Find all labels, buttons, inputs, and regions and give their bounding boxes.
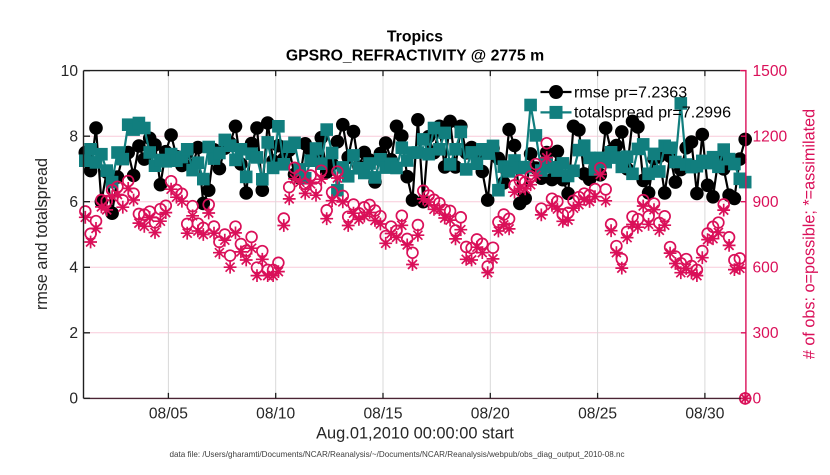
svg-text:data file: /Users/gharamti/Doc: data file: /Users/gharamti/Documents/NCA… (169, 450, 624, 459)
svg-text:rmse and totalspread: rmse and totalspread (33, 158, 51, 310)
svg-text:1500: 1500 (753, 63, 788, 80)
svg-text:900: 900 (753, 194, 779, 211)
svg-text:8: 8 (69, 128, 78, 145)
svg-text:totalspread pr=7.2996: totalspread pr=7.2996 (574, 104, 731, 122)
svg-text:4: 4 (69, 260, 78, 277)
svg-text:# of obs: o=possible; *=assimi: # of obs: o=possible; *=assimilated (801, 109, 819, 359)
svg-text:0: 0 (69, 391, 78, 408)
svg-text:600: 600 (753, 260, 779, 277)
svg-text:10: 10 (61, 63, 79, 80)
svg-text:08/15: 08/15 (363, 406, 402, 423)
svg-text:0: 0 (753, 391, 762, 408)
svg-text:GPSRO_REFRACTIVITY @ 2775 m: GPSRO_REFRACTIVITY @ 2775 m (286, 47, 544, 64)
svg-text:Tropics: Tropics (387, 29, 443, 46)
svg-text:2: 2 (69, 325, 78, 342)
svg-text:1200: 1200 (753, 128, 788, 145)
svg-text:08/20: 08/20 (471, 406, 510, 423)
svg-text:08/30: 08/30 (685, 406, 724, 423)
svg-text:Aug.01,2010 00:00:00 start: Aug.01,2010 00:00:00 start (316, 425, 514, 443)
svg-text:08/05: 08/05 (149, 406, 188, 423)
svg-text:6: 6 (69, 194, 78, 211)
svg-text:rmse pr=7.2363: rmse pr=7.2363 (574, 83, 687, 101)
svg-text:300: 300 (753, 325, 779, 342)
svg-text:08/10: 08/10 (256, 406, 295, 423)
svg-text:08/25: 08/25 (578, 406, 617, 423)
